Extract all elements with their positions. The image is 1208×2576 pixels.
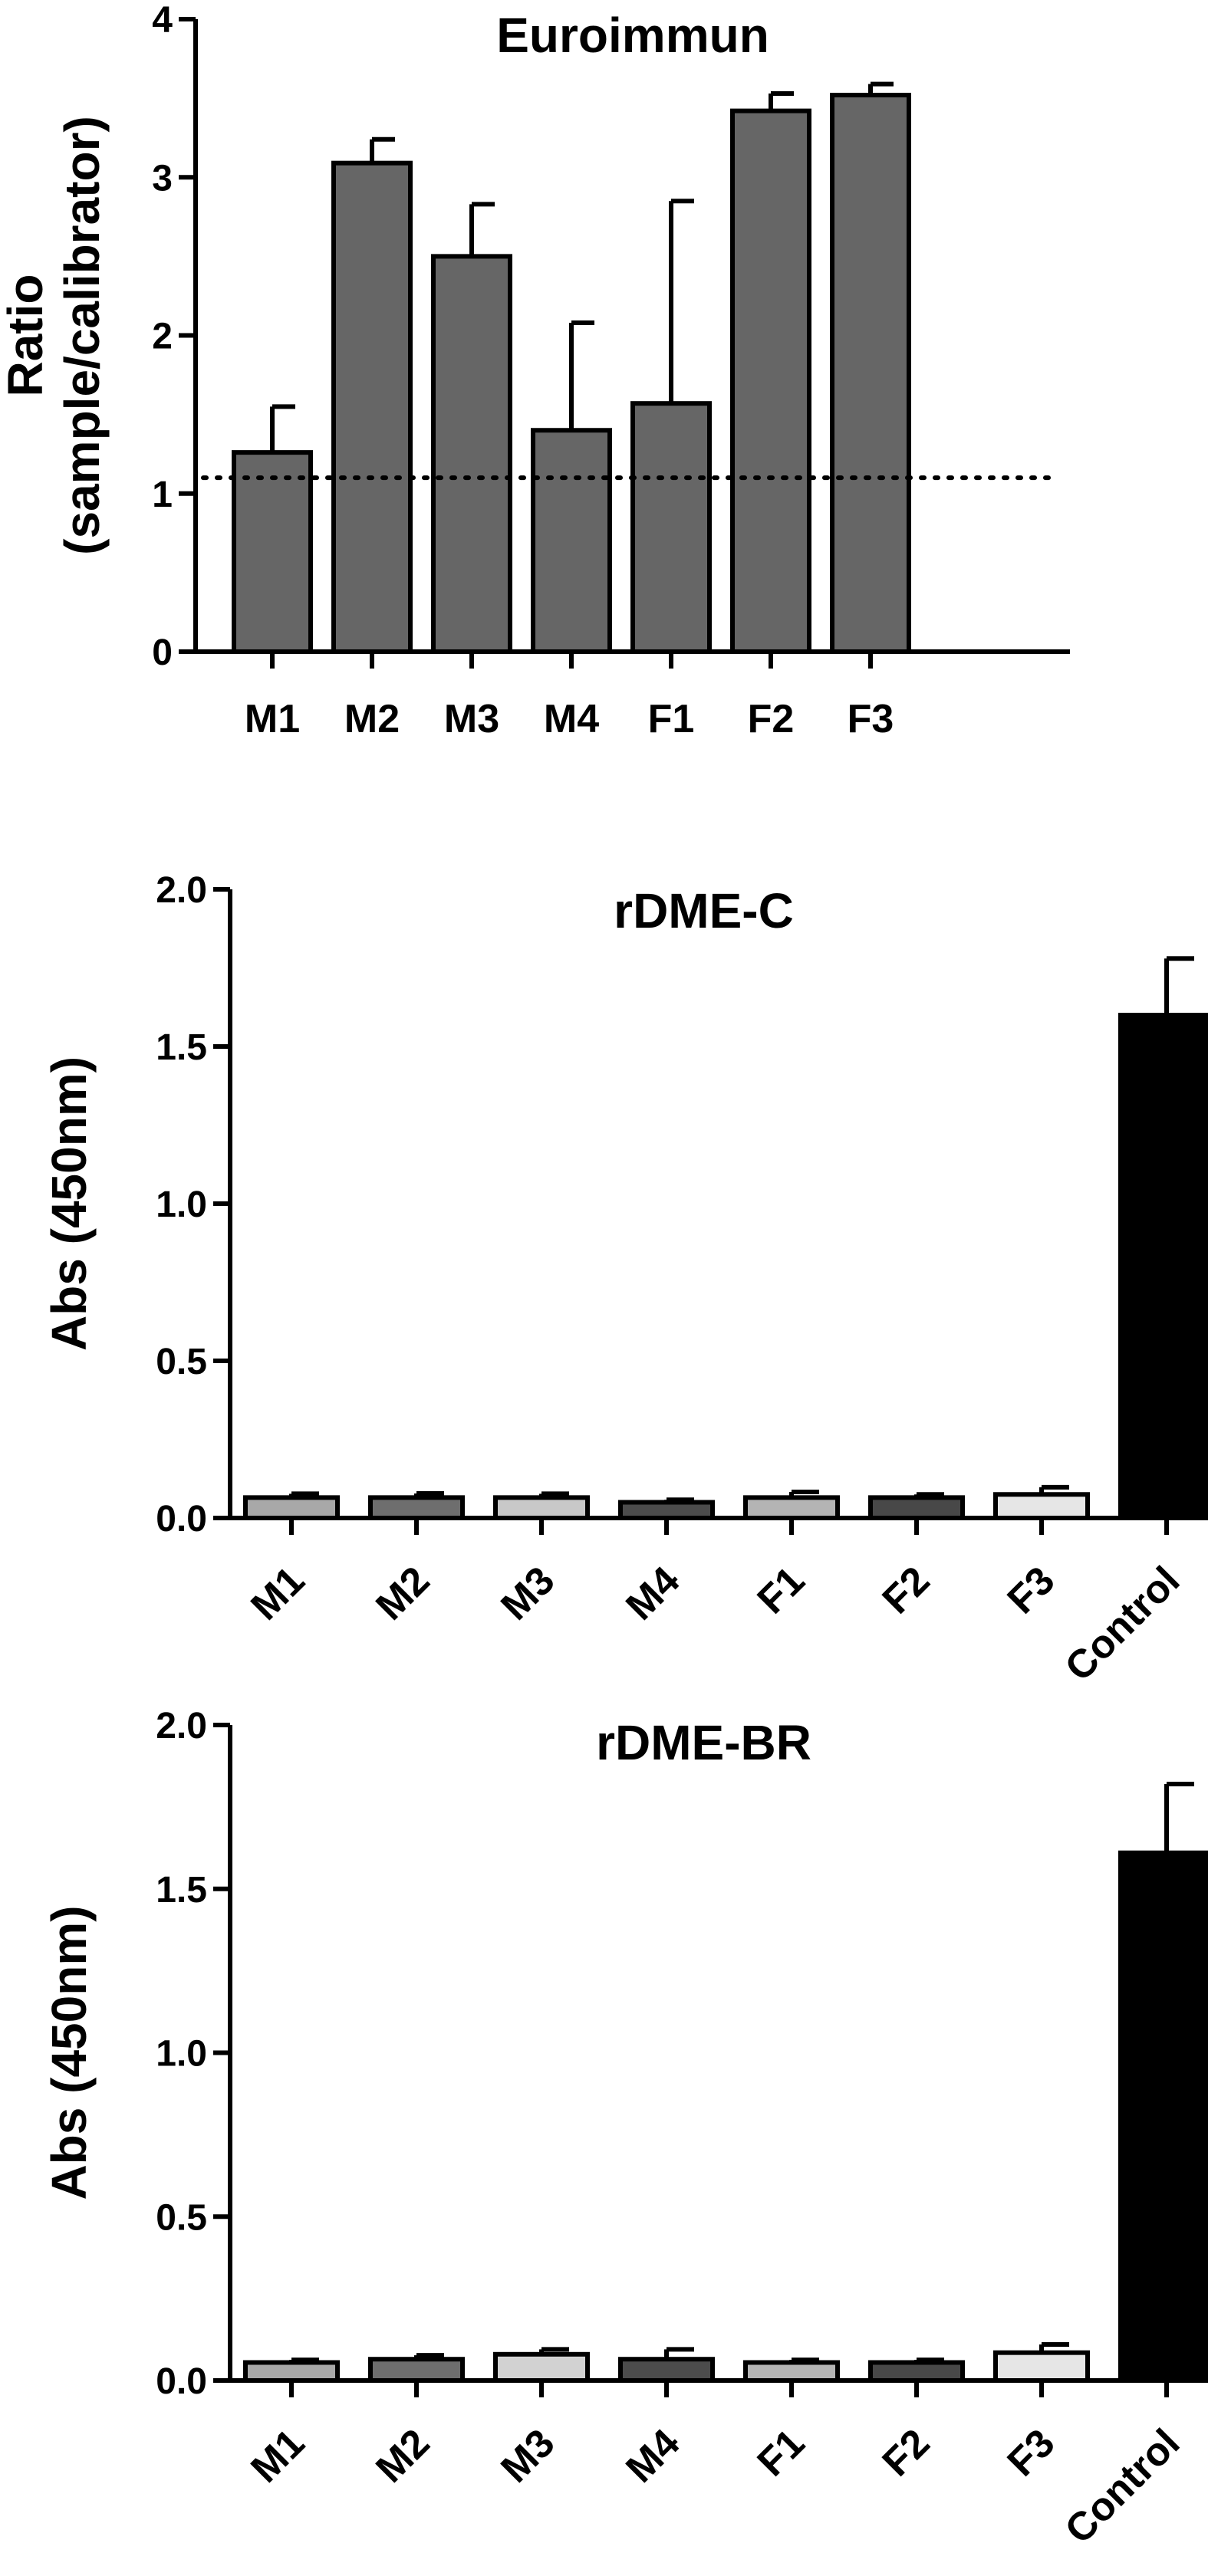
x-tick-label-m2: M2 bbox=[367, 2420, 438, 2491]
y-axis-label: Ratio bbox=[0, 274, 53, 397]
bar-f3 bbox=[830, 93, 911, 654]
bar-f1 bbox=[630, 401, 712, 654]
x-tick-label-f3: F3 bbox=[999, 1558, 1064, 1622]
bar-m4 bbox=[531, 428, 612, 654]
y-axis-label: (sample/calibrator) bbox=[54, 116, 110, 555]
bar-m2 bbox=[331, 160, 413, 654]
y-tick-label: 0.5 bbox=[156, 1342, 207, 1382]
y-tick-label: 0.0 bbox=[156, 2361, 207, 2402]
bar-f2 bbox=[730, 108, 811, 654]
x-tick-label-m2: M2 bbox=[344, 697, 400, 741]
bar-m3 bbox=[431, 254, 512, 654]
y-tick-label: 4 bbox=[152, 0, 173, 41]
bar-f2 bbox=[868, 1495, 965, 1520]
x-tick-label-m4: M4 bbox=[617, 2420, 688, 2491]
x-tick-label-f2: F2 bbox=[874, 1558, 939, 1622]
chart-title: rDME-C bbox=[614, 883, 794, 938]
bar-f1 bbox=[743, 1495, 840, 1520]
x-tick-label-m3: M3 bbox=[492, 2420, 563, 2491]
bar-m1 bbox=[232, 450, 313, 654]
y-tick-label: 0.5 bbox=[156, 2197, 207, 2238]
bar-f3 bbox=[993, 2350, 1090, 2384]
x-tick-label-control: Control bbox=[1057, 1558, 1189, 1690]
bar-m1 bbox=[243, 1495, 340, 1520]
y-tick-label: 1.5 bbox=[156, 1027, 207, 1068]
x-tick-label-f1: F1 bbox=[749, 1558, 814, 1622]
bar-f2 bbox=[868, 2360, 965, 2384]
x-tick-label-control: Control bbox=[1057, 2420, 1189, 2552]
x-tick-label-m3: M3 bbox=[492, 1558, 563, 1628]
y-tick-label: 1.0 bbox=[156, 1184, 207, 1225]
x-tick-label-m4: M4 bbox=[617, 1558, 688, 1628]
x-tick-label-m3: M3 bbox=[444, 697, 499, 741]
x-tick-label-f3: F3 bbox=[999, 2420, 1064, 2485]
y-tick-label: 1 bbox=[152, 475, 173, 515]
bar-m3 bbox=[493, 1495, 590, 1520]
x-tick-label-m2: M2 bbox=[367, 1558, 438, 1628]
panel-euroimmun: 0 1 2 3 4 M1 M2 M3 M4 F1 F2 F3 Euroimmun Ratio (sample… bbox=[0, 0, 1070, 741]
bar-f3 bbox=[993, 1492, 1090, 1520]
x-tick-label-f2: F2 bbox=[874, 2420, 939, 2485]
bar-m3 bbox=[493, 2351, 590, 2384]
y-axis-label: Abs (450nm) bbox=[41, 1905, 97, 2200]
bar-m4 bbox=[618, 1500, 715, 1520]
x-tick-label-m1: M1 bbox=[242, 2420, 313, 2491]
x-tick-label-f2: F2 bbox=[748, 697, 795, 741]
x-tick-label-m1: M1 bbox=[245, 697, 300, 741]
y-tick-label: 0 bbox=[152, 632, 173, 673]
x-tick-label-f1: F1 bbox=[749, 2420, 814, 2485]
bar-m1 bbox=[243, 2360, 340, 2384]
y-axis-label: Abs (450nm) bbox=[41, 1056, 97, 1351]
y-tick-label: 2.0 bbox=[156, 1706, 207, 1746]
bar-m2 bbox=[368, 1495, 465, 1520]
chart-title: Euroimmun bbox=[496, 8, 769, 63]
x-tick-label-m4: M4 bbox=[544, 697, 599, 741]
x-tick-label-f1: F1 bbox=[648, 697, 695, 741]
bar-m4 bbox=[618, 2357, 715, 2383]
bar-control bbox=[1118, 1850, 1208, 2384]
x-tick-label-f3: F3 bbox=[848, 697, 894, 741]
y-tick-label: 0.0 bbox=[156, 1499, 207, 1539]
bar-f1 bbox=[743, 2360, 840, 2384]
y-tick-label: 2.0 bbox=[156, 870, 207, 911]
y-tick-label: 2 bbox=[152, 317, 173, 357]
y-tick-label: 1.5 bbox=[156, 1870, 207, 1911]
bar-control bbox=[1118, 1013, 1208, 1520]
chart-title: rDME-BR bbox=[596, 1715, 811, 1770]
bar-m2 bbox=[368, 2357, 465, 2383]
y-tick-label: 1.0 bbox=[156, 2034, 207, 2075]
y-tick-label: 3 bbox=[152, 158, 173, 199]
x-tick-label-m1: M1 bbox=[242, 1558, 313, 1628]
